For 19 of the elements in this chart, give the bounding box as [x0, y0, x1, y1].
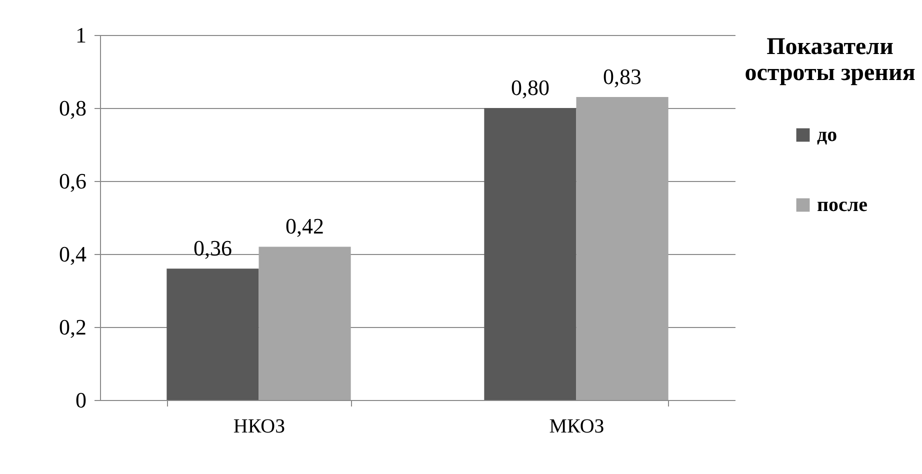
bar: [484, 108, 576, 400]
y-tick-label: 0,4: [59, 242, 86, 266]
y-tick-label: 1: [76, 22, 86, 48]
legend-label: после: [817, 194, 868, 216]
y-tick-label: 0,8: [59, 96, 86, 120]
bar: [166, 268, 259, 400]
bar: [258, 246, 351, 400]
data-label: 0,80: [510, 75, 550, 100]
legend-title: Показатели остроты зрения: [744, 34, 916, 86]
data-label: 0,83: [603, 64, 642, 90]
data-label: 0,42: [286, 214, 324, 239]
legend-label: до: [817, 124, 838, 146]
x-tick-label: НКОЗ: [233, 416, 286, 438]
bar: [576, 97, 668, 400]
data-label: 0,36: [193, 236, 232, 261]
y-tick-label: 0,2: [59, 314, 86, 340]
y-tick-label: 0: [76, 388, 86, 412]
y-tick-label: 0,6: [59, 168, 86, 194]
x-tick-label: МКОЗ: [549, 416, 604, 438]
